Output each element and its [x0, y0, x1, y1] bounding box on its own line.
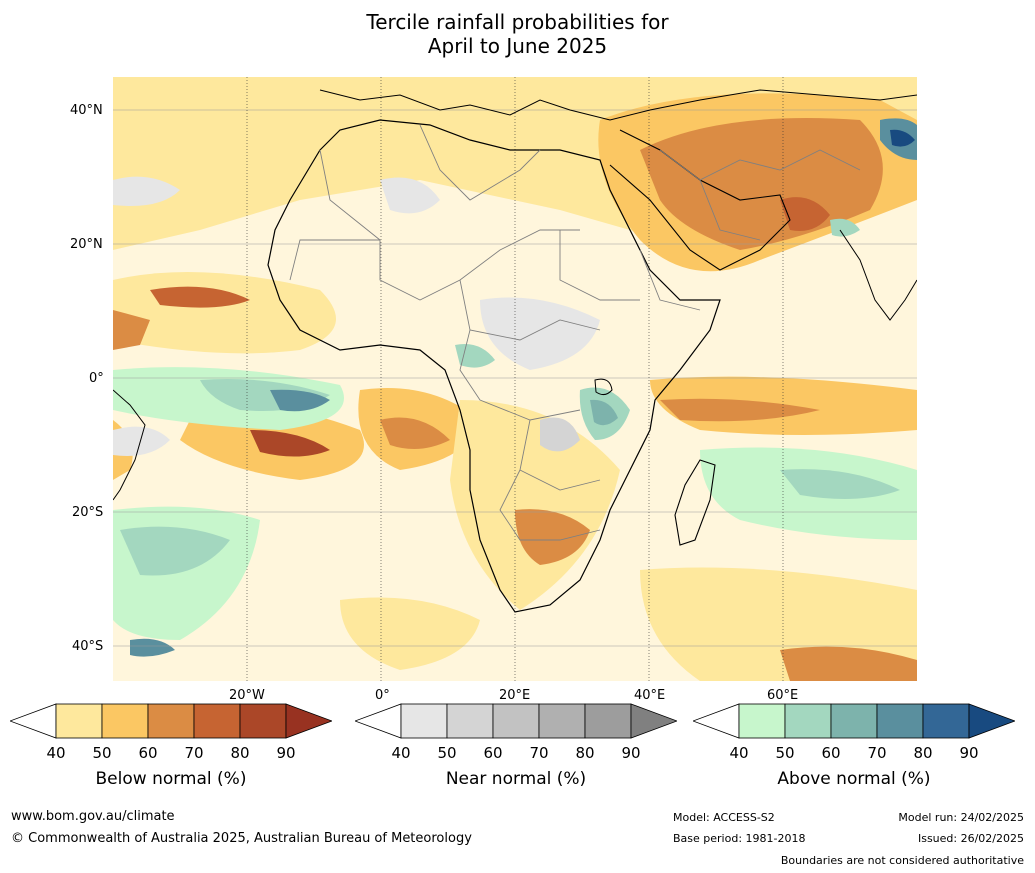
colorbar-near-tick: 70 — [529, 744, 549, 762]
colorbar-above-bin-1 — [738, 703, 786, 739]
colorbar-near-tick: 80 — [575, 744, 595, 762]
colorbar-above-bin-4 — [876, 703, 924, 739]
colorbar-above-max-extend — [968, 703, 1015, 739]
lat-label-20s: 20°S — [72, 505, 104, 520]
colorbar-above-tick: 90 — [959, 744, 979, 762]
colorbar-near-tick: 50 — [437, 744, 457, 762]
colorbar-above-tick: 60 — [821, 744, 841, 762]
colorbar-near-max-extend — [630, 703, 677, 739]
map-title: Tercile rainfall probabilities for April… — [0, 10, 1035, 58]
colorbar-below-normal — [10, 703, 332, 739]
south-america-coastline — [113, 389, 146, 501]
footer-base-period: Base period: 1981-2018 — [673, 832, 806, 845]
colorbar-near-min-extend — [355, 703, 402, 739]
colorbar-below-tick: 60 — [138, 744, 158, 762]
lon-label-20w: 20°W — [229, 688, 265, 703]
colorbar-above-bin-2 — [784, 703, 832, 739]
colorbar-above-tick: 70 — [867, 744, 887, 762]
colorbar-above-min-extend — [693, 703, 740, 739]
title-line-1: Tercile rainfall probabilities for — [366, 10, 669, 34]
colorbar-label-above: Above normal (%) — [777, 769, 931, 789]
colorbar-below-bin-5 — [239, 703, 287, 739]
lon-label-20e: 20°E — [499, 688, 531, 703]
lake-victoria — [594, 378, 613, 396]
lon-label-0: 0° — [375, 688, 390, 703]
colorbar-below-bin-1 — [55, 703, 103, 739]
colorbar-above-tick: 40 — [729, 744, 749, 762]
colorbar-near-bin-5 — [584, 703, 632, 739]
colorbar-above-bin-3 — [830, 703, 878, 739]
lat-label-40s: 40°S — [72, 639, 104, 654]
colorbar-above-bin-5 — [922, 703, 970, 739]
colorbar-below-tick: 70 — [184, 744, 204, 762]
colorbar-near-bin-3 — [492, 703, 540, 739]
above-normal-areas — [113, 118, 917, 657]
colorbar-below-tick: 80 — [230, 744, 250, 762]
footer-copyright: © Commonwealth of Australia 2025, Austra… — [11, 831, 472, 846]
madagascar-coastline — [674, 459, 716, 546]
title-line-2: April to June 2025 — [427, 34, 608, 58]
country-borders — [289, 124, 861, 541]
lat-label-40n: 40°N — [70, 103, 103, 118]
lat-label-equator: 0° — [89, 371, 104, 386]
colorbar-above-tick: 80 — [913, 744, 933, 762]
colorbar-near-bin-4 — [538, 703, 586, 739]
near-normal-areas — [113, 176, 600, 456]
colorbar-near-tick: 60 — [483, 744, 503, 762]
colorbar-near-bin-2 — [446, 703, 494, 739]
colorbar-label-near: Near normal (%) — [445, 769, 587, 789]
europe-coastline — [319, 89, 917, 121]
africa-coastline — [267, 119, 721, 613]
colorbar-near-tick: 40 — [391, 744, 411, 762]
footer-website: www.bom.gov.au/climate — [11, 809, 175, 824]
lat-label-20n: 20°N — [70, 237, 103, 252]
colorbar-below-max-extend — [285, 703, 332, 739]
india-coastline — [839, 229, 917, 321]
footer-issued: Issued: 26/02/2025 — [917, 832, 1024, 845]
colorbar-below-bin-4 — [193, 703, 241, 739]
colorbar-label-below: Below normal (%) — [95, 769, 247, 789]
colorbar-below-bin-3 — [147, 703, 195, 739]
map-field — [113, 77, 917, 681]
below-normal-areas — [113, 77, 917, 681]
colorbar-below-bin-2 — [101, 703, 149, 739]
lon-label-60e: 60°E — [767, 688, 799, 703]
colorbar-below-min-extend — [10, 703, 57, 739]
colorbar-near-bin-1 — [400, 703, 448, 739]
colorbar-above-tick: 50 — [775, 744, 795, 762]
colorbar-above-normal — [693, 703, 1015, 739]
footer-model: Model: ACCESS-S2 — [673, 811, 775, 824]
footer-disclaimer: Boundaries are not considered authoritat… — [780, 854, 1024, 867]
colorbar-near-tick: 90 — [621, 744, 641, 762]
lon-label-40e: 40°E — [634, 688, 666, 703]
footer-model-run: Model run: 24/02/2025 — [898, 811, 1024, 824]
colorbar-below-tick: 90 — [276, 744, 296, 762]
colorbar-below-tick: 40 — [46, 744, 66, 762]
colorbar-below-tick: 50 — [92, 744, 112, 762]
colorbar-near-normal — [355, 703, 677, 739]
